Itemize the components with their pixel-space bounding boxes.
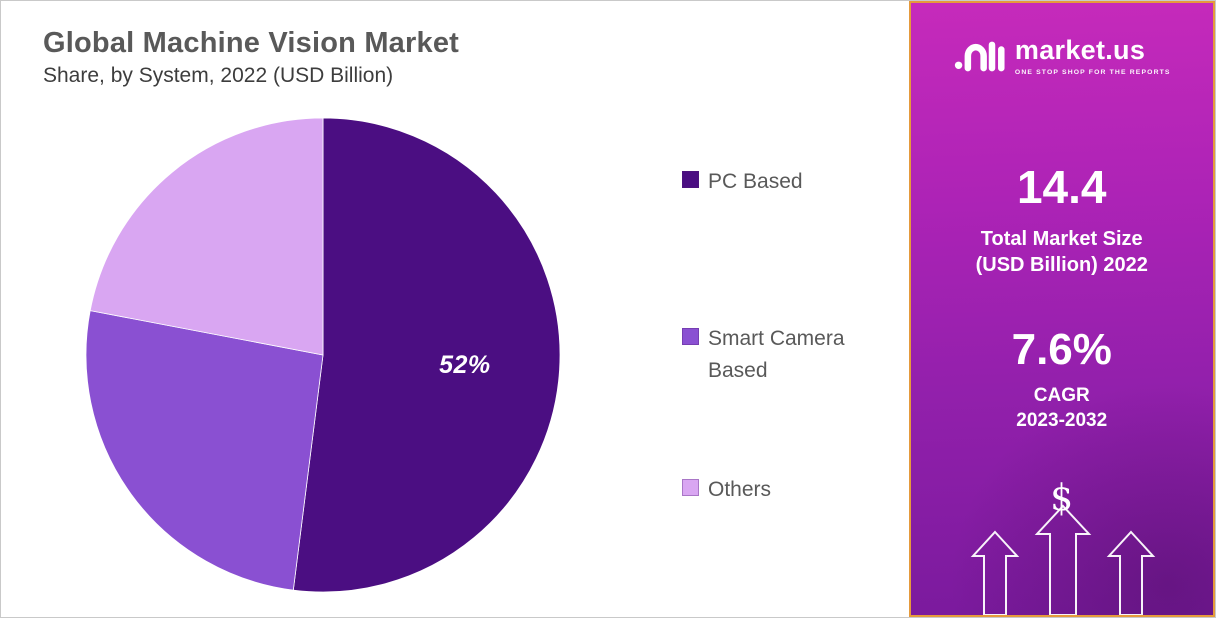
legend-item-pc-based: PC Based — [682, 166, 892, 199]
legend-item-others: Others — [682, 474, 892, 507]
chart-subtitle: Share, by System, 2022 (USD Billion) — [43, 64, 394, 87]
legend-swatch-pc-based — [682, 171, 699, 188]
pie-slice-0 — [292, 117, 561, 593]
stat-cagr-value: 7.6% — [1011, 324, 1112, 374]
marketus-logo: market.us ONE STOP SHOP FOR THE REPORTS — [953, 35, 1171, 76]
logo-text: market.us — [1014, 35, 1146, 65]
dollar-sign: $ — [1050, 478, 1074, 520]
logo-text-block: market.us ONE STOP SHOP FOR THE REPORTS — [1015, 35, 1171, 76]
legend-label-pc-based: PC Based — [708, 170, 803, 193]
stat-cagr-label-2: 2023-2032 — [1016, 410, 1108, 432]
legend: PC Based Smart Camera Based Others — [682, 166, 892, 506]
pie-chart: 52% — [85, 117, 561, 593]
chart-area: Global Machine Vision Market Share, by S… — [1, 1, 909, 617]
pie-slice-label-0: 52% — [439, 351, 491, 379]
pie-slice-1 — [85, 310, 324, 591]
logo-tagline: ONE STOP SHOP FOR THE REPORTS — [1014, 69, 1171, 76]
legend-label-smart-camera: Smart Camera Based — [708, 326, 845, 383]
legend-swatch-smart-camera — [682, 327, 699, 345]
stat-market-size-label-1: Total Market Size — [980, 228, 1143, 250]
stat-market-size: 14.4 Total Market Size (USD Billion) 202… — [976, 160, 1148, 279]
stat-market-size-label-2: (USD Billion) 2022 — [975, 254, 1148, 277]
title-block: Global Machine Vision Market Share, by S… — [43, 27, 459, 88]
stat-cagr-label-1: CAGR — [1033, 384, 1090, 406]
promo-panel: market.us ONE STOP SHOP FOR THE REPORTS … — [908, 1, 1215, 617]
stat-cagr-labels: CAGR 2023-2032 — [1012, 383, 1112, 434]
stat-market-size-value: 14.4 — [1016, 161, 1107, 213]
marketus-logo-icon — [954, 41, 1005, 71]
legend-item-smart-camera: Smart Camera Based — [682, 323, 892, 388]
legend-label-others: Others — [708, 477, 772, 501]
pie-slice-2 — [89, 117, 324, 356]
growth-arrows-icon — [970, 504, 1155, 615]
chart-title: Global Machine Vision Market — [43, 27, 460, 59]
stat-cagr: 7.6% CAGR 2023-2032 — [1012, 325, 1112, 434]
legend-swatch-others — [682, 478, 699, 496]
stat-market-size-labels: Total Market Size (USD Billion) 2022 — [976, 226, 1148, 279]
